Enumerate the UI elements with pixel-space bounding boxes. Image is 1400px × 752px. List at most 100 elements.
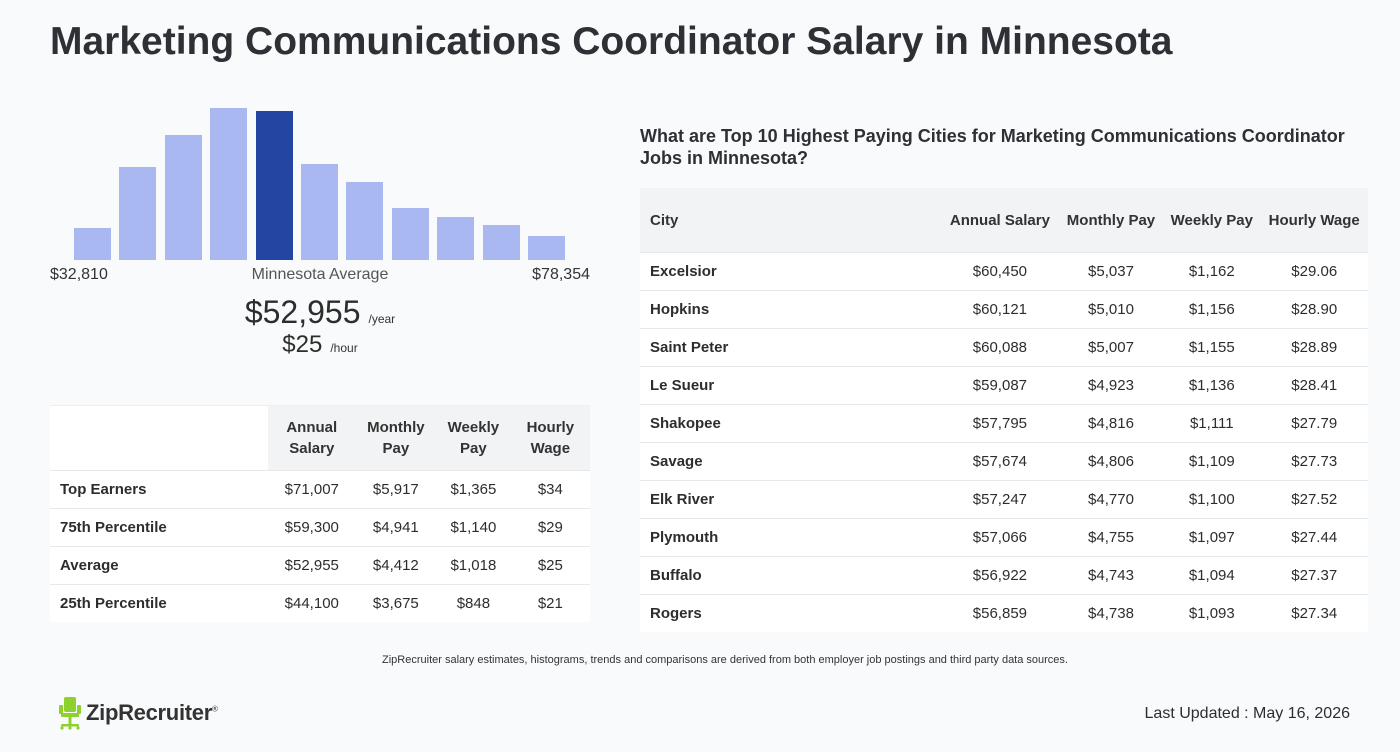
hourly-wage: $27.44 [1260,518,1368,557]
monthly-pay: $4,412 [355,546,437,585]
weekly-pay: $1,097 [1163,518,1261,557]
header-hourly-wage: Hourly Wage [1260,188,1368,253]
weekly-pay: $1,140 [436,508,511,547]
histogram-average-label: Minnesota Average [251,266,389,283]
city-name: Saint Peter [640,328,941,367]
histogram-min-label: $32,810 [50,266,108,283]
histogram-bar-average [255,111,293,260]
monthly-pay: $4,816 [1058,404,1164,443]
hourly-wage: $27.79 [1260,404,1368,443]
weekly-pay: $1,136 [1163,366,1261,405]
monthly-pay: $3,675 [372,595,419,612]
header-hourly-wage: Hourly Wage [510,405,590,471]
monthly-pay: $5,010 [1058,290,1164,329]
hourly-wage: $27.52 [1260,480,1368,519]
hourly-wage: $28.89 [1260,328,1368,367]
table-row: Hopkins $60,121 $5,010 $1,156 $28.90 [640,290,1368,329]
hourly-wage: $27.73 [1260,442,1368,481]
histogram-bar [437,217,475,260]
table-row: 75th Percentile $59,300 $4,941 $1,140 $29 [50,508,590,547]
row-label: Top Earners [50,470,268,509]
monthly-pay: $4,755 [1058,518,1164,557]
chair-icon [59,697,81,730]
city-name: Le Sueur [640,366,941,405]
logo-wordmark: ZipRecruiter® [86,700,218,725]
header-monthly-pay: Monthly Pay [355,405,437,471]
monthly-pay: $4,941 [355,508,437,547]
annual-salary: $60,088 [941,328,1059,367]
header-monthly-pay: Monthly Pay [1058,188,1164,253]
monthly-pay: $4,738 [1088,605,1134,622]
histogram-bar [346,182,384,260]
city-name: Plymouth [640,518,941,557]
monthly-pay: $4,923 [1058,366,1164,405]
histogram-bar [391,208,429,260]
percentile-table-header: Annual Salary Monthly Pay Weekly Pay Hou… [50,405,590,471]
histogram-bar [119,167,157,260]
annual-salary: $71,007 [268,470,356,509]
annual-salary: $56,859 [972,605,1028,622]
header-annual-salary: Annual Salary [268,405,356,471]
city-name: Savage [640,442,941,481]
table-row: Plymouth $57,066 $4,755 $1,097 $27.44 [640,518,1368,557]
header-blank [50,405,268,471]
annual-salary: $57,247 [941,480,1059,519]
salary-histogram [50,100,590,260]
table-row: Savage $57,674 $4,806 $1,109 $27.73 [640,442,1368,481]
weekly-pay: $1,100 [1163,480,1261,519]
annual-salary: $57,066 [941,518,1059,557]
average-annual-salary: $52,955/year [160,294,480,331]
table-row: Shakopee $57,795 $4,816 $1,111 $27.79 [640,404,1368,443]
hourly-wage: $34 [510,470,590,509]
hourly-wage: $28.90 [1260,290,1368,329]
histogram-bar [528,235,565,260]
hourly-unit: /hour [330,341,358,355]
header-city: City [640,188,941,253]
average-hourly-wage: $25/hour [160,331,480,359]
annual-salary: $44,100 [284,595,339,612]
weekly-pay: $1,155 [1163,328,1261,367]
monthly-pay: $4,806 [1058,442,1164,481]
ziprecruiter-logo[interactable]: ZipRecruiter® [58,695,218,731]
histogram-max-label: $78,354 [532,266,590,283]
table-row: Top Earners $71,007 $5,917 $1,365 $34 [50,470,590,509]
city-name: Hopkins [640,290,941,329]
annual-salary: $52,955 [268,546,356,585]
monthly-pay: $4,743 [1058,556,1164,595]
weekly-pay: $1,094 [1163,556,1261,595]
weekly-pay: $848 [456,595,491,612]
annual-salary: $56,922 [941,556,1059,595]
histogram-bar [301,164,338,260]
hourly-wage: $21 [537,595,563,612]
page-title: Marketing Communications Coordinator Sal… [50,20,1173,63]
city-table-header: City Annual Salary Monthly Pay Weekly Pa… [640,188,1368,253]
table-row: Average $52,955 $4,412 $1,018 $25 [50,546,590,585]
table-row: Le Sueur $59,087 $4,923 $1,136 $28.41 [640,366,1368,405]
histogram-bar [164,135,202,260]
header-weekly-pay: Weekly Pay [1163,188,1261,253]
annual-salary: $59,300 [268,508,356,547]
percentile-table: Annual Salary Monthly Pay Weekly Pay Hou… [50,405,590,622]
annual-unit: /year [368,312,396,326]
top-cities-heading: What are Top 10 Highest Paying Cities fo… [640,126,1345,168]
weekly-pay: $1,018 [436,546,511,585]
histogram-bar [482,225,520,260]
monthly-pay: $4,770 [1058,480,1164,519]
city-name: Excelsior [640,252,941,291]
hourly-wage: $29 [510,508,590,547]
city-name: Shakopee [640,404,941,443]
table-row: Rogers $56,859 $4,738 $1,093 $27.34 [640,595,1368,633]
city-name: Buffalo [640,556,941,595]
city-name: Elk River [640,480,941,519]
weekly-pay: $1,365 [436,470,511,509]
monthly-pay: $5,917 [355,470,437,509]
hourly-wage: $27.34 [1291,605,1338,622]
annual-salary: $60,121 [941,290,1059,329]
row-label: 75th Percentile [50,508,268,547]
histogram-bar [74,228,111,260]
histogram-bar [210,108,248,260]
weekly-pay: $1,093 [1188,605,1235,622]
table-row: Saint Peter $60,088 $5,007 $1,155 $28.89 [640,328,1368,367]
annual-salary: $60,450 [941,252,1059,291]
table-row: 25th Percentile $44,100 $3,675 $848 $21 [50,585,590,623]
